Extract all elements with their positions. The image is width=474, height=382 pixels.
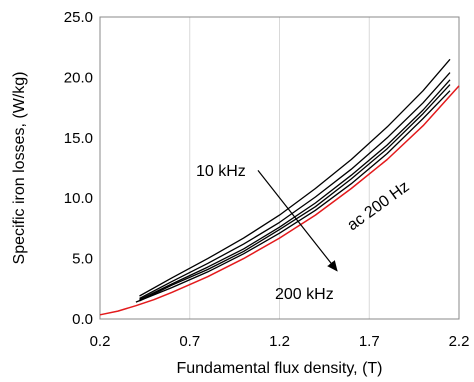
series-layer — [99, 58, 460, 316]
x-tick-label: 0.7 — [179, 333, 200, 350]
series-line-0 — [99, 85, 460, 316]
y-tick-label: 0.0 — [72, 311, 93, 328]
x-axis-title: Fundamental flux density, (T) — [176, 360, 382, 377]
annotation-10khz: 10 kHz — [196, 163, 246, 180]
x-tick-label: 1.2 — [269, 333, 290, 350]
y-tick-label: 25.0 — [64, 9, 93, 26]
series-line-3 — [139, 79, 451, 301]
y-tick-label: 10.0 — [64, 190, 93, 207]
y-tick-label: 5.0 — [72, 251, 93, 268]
plot-area-frame — [99, 16, 460, 320]
x-tick-label: 2.2 — [449, 333, 470, 350]
x-tick-label: 0.2 — [90, 333, 111, 350]
series-line-1 — [135, 90, 451, 303]
grid-lines — [99, 17, 460, 319]
y-tick-labels: 0.0 5.0 10.0 15.0 20.0 25.0 — [64, 9, 93, 328]
y-tick-label: 15.0 — [64, 130, 93, 147]
series-line-2 — [139, 84, 451, 302]
y-axis-title: Specific iron losses, (W/kg) — [11, 72, 28, 265]
x-tick-label: 1.7 — [359, 333, 380, 350]
series-line-5 — [139, 58, 451, 297]
y-tick-label: 20.0 — [64, 69, 93, 86]
series-line-4 — [139, 72, 451, 300]
frequency-arrow — [257, 170, 338, 272]
x-tick-labels: 0.2 0.7 1.2 1.7 2.2 — [90, 333, 470, 350]
annotation-200khz: 200 kHz — [275, 286, 334, 303]
